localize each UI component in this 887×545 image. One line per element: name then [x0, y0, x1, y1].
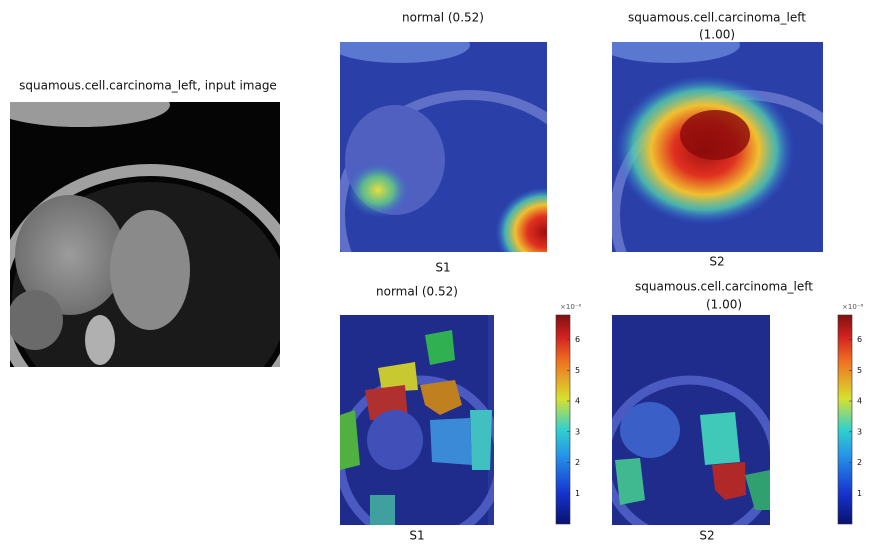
- panel-label: S2: [709, 255, 724, 269]
- colorbar-tick-label: 5: [575, 366, 580, 375]
- superpixel-image: [340, 315, 500, 540]
- colorbar-tick-label: 4: [575, 397, 580, 406]
- superpixel-image: [605, 315, 775, 540]
- colorbar-tick-label: 2: [575, 458, 580, 467]
- panel-label: S1: [435, 261, 450, 275]
- colorbar-tick-label: 3: [857, 427, 862, 436]
- figure: squamous.cell.carcinoma_left, input imag…: [0, 0, 887, 545]
- colorbar-tick-label: 6: [857, 335, 862, 344]
- colorbar-tick-label: 1: [575, 489, 580, 498]
- panel-title: (1.00): [706, 298, 742, 312]
- colorbar-tick-label: 3: [575, 427, 580, 436]
- panel-title: squamous.cell.carcinoma_left: [628, 11, 806, 25]
- panel-title: (1.00): [699, 28, 735, 42]
- panel-title: normal (0.52): [402, 11, 484, 25]
- input-title: squamous.cell.carcinoma_left, input imag…: [19, 79, 277, 93]
- colorbar-tick-label: 6: [575, 335, 580, 344]
- colorbar: [838, 315, 852, 524]
- colorbar-exponent: ×10⁻⁶: [842, 303, 863, 311]
- colorbar-exponent: ×10⁻⁶: [560, 303, 581, 311]
- panel-label: S2: [699, 529, 714, 543]
- input-image: [0, 83, 300, 430]
- colorbar-tick-label: 2: [857, 458, 862, 467]
- colorbar: [556, 315, 570, 524]
- colorbar-tick-label: 4: [857, 397, 862, 406]
- colorbar-tick-label: 5: [857, 366, 862, 375]
- heatmap-image: [330, 27, 600, 335]
- panel-label: S1: [409, 529, 424, 543]
- panel-title: normal (0.52): [376, 285, 458, 299]
- colorbar-tick-label: 1: [857, 489, 862, 498]
- panel-title: squamous.cell.carcinoma_left: [635, 280, 813, 294]
